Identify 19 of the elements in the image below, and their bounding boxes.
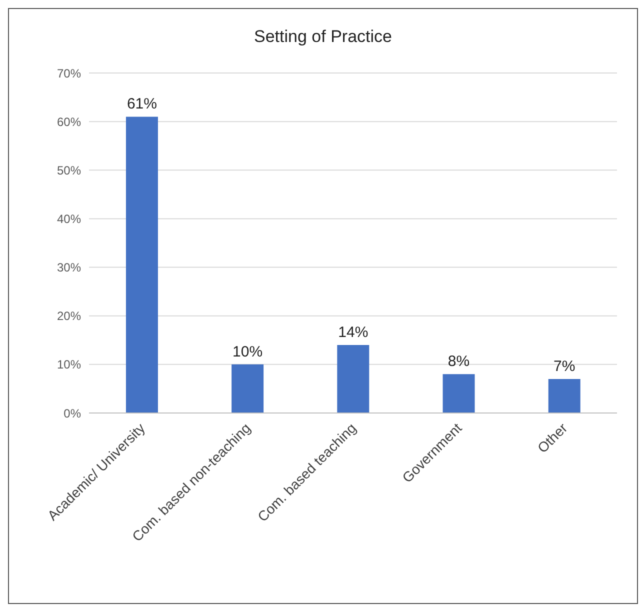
y-tick-label: 20% (56, 309, 82, 324)
data-label: 10% (232, 343, 263, 360)
y-tick-label: 0% (64, 406, 82, 420)
data-label: 7% (554, 358, 576, 375)
bar (337, 345, 370, 413)
y-tick-label: 30% (56, 260, 82, 275)
bar (442, 374, 475, 413)
bar (232, 364, 264, 413)
data-label: 14% (338, 324, 368, 341)
chart-title: Setting of Practice (253, 27, 393, 47)
bar (548, 379, 580, 413)
y-tick-label: 10% (56, 358, 82, 372)
y-tick-label: 70% (56, 66, 82, 80)
bar (126, 116, 158, 413)
y-tick-label: 60% (56, 114, 82, 129)
data-label: 61% (126, 96, 157, 113)
y-tick-label: 40% (56, 212, 82, 226)
data-label: 8% (448, 353, 470, 370)
y-tick-label: 50% (56, 163, 82, 178)
